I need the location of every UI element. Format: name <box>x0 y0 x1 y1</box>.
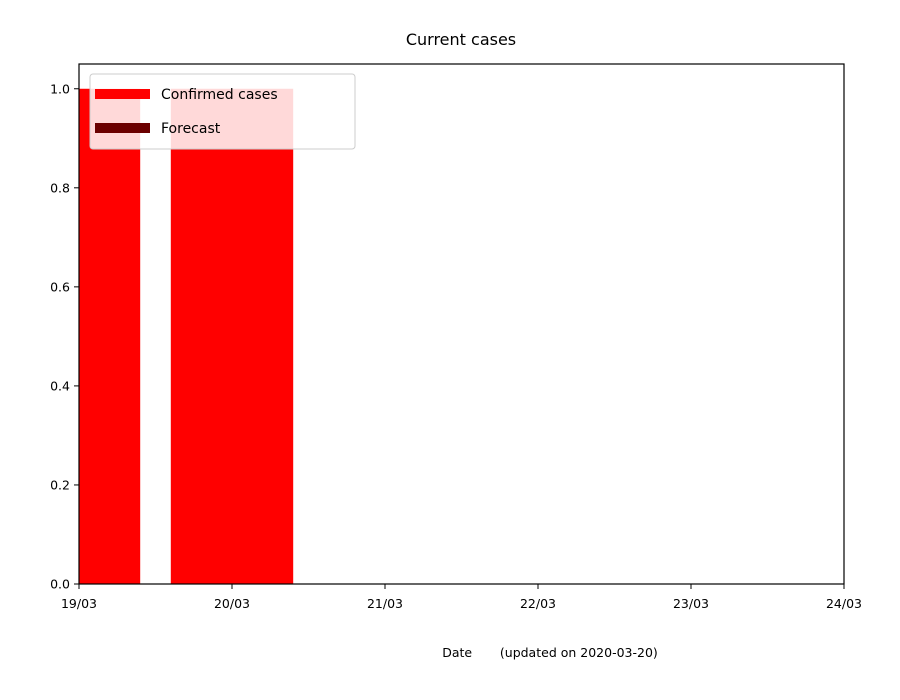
legend-label-forecast: Forecast <box>161 121 221 137</box>
legend-swatch-forecast <box>95 123 150 133</box>
y-tick-label: 0.4 <box>50 378 70 393</box>
y-axis: 0.0 0.2 0.4 0.6 0.8 1.0 <box>50 81 79 592</box>
plot-area <box>78 63 845 585</box>
x-tick-label: 21/03 <box>367 596 403 611</box>
x-axis: 19/03 20/03 21/03 22/03 23/03 24/03 <box>61 584 862 611</box>
x-axis-label: Date (updated on 2020-03-20) <box>442 645 658 660</box>
legend-box <box>89 73 356 150</box>
y-tick-label: 0.2 <box>50 477 70 492</box>
bars-layer <box>79 88 294 584</box>
y-tick-label: 0.0 <box>50 577 70 592</box>
chart-title: Current cases <box>406 30 516 49</box>
legend-swatch-confirmed-cases <box>95 89 150 99</box>
bar-confirmed-cases-0 <box>79 88 141 584</box>
y-tick-label: 0.6 <box>50 279 70 294</box>
legend: Confirmed cases Forecast <box>89 73 356 150</box>
x-tick-label: 24/03 <box>826 596 862 611</box>
legend-label-confirmed-cases: Confirmed cases <box>161 87 278 103</box>
x-tick-label: 20/03 <box>214 596 250 611</box>
x-tick-label: 22/03 <box>520 596 556 611</box>
y-tick-label: 0.8 <box>50 180 70 195</box>
x-tick-label: 23/03 <box>673 596 709 611</box>
y-tick-label: 1.0 <box>50 81 70 96</box>
x-tick-label: 19/03 <box>61 596 97 611</box>
bar-confirmed-cases-1 <box>170 88 294 584</box>
